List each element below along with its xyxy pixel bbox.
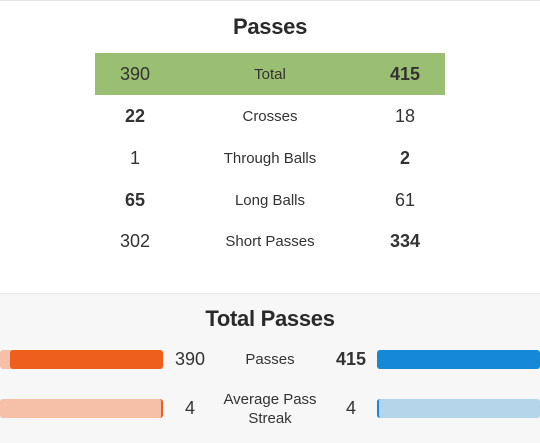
stat-label: Long Balls: [234, 191, 306, 209]
bar-label: Passes: [245, 351, 295, 368]
stat-row-long-balls: 65 Long Balls 61: [95, 179, 445, 221]
away-value: 2: [399, 147, 410, 168]
away-bar-fill: [377, 350, 540, 369]
home-value: 4: [184, 398, 195, 418]
home-bar-fill: [0, 399, 163, 418]
away-value: 4: [345, 398, 356, 418]
home-value: 302: [119, 230, 151, 251]
total-passes-title: Total Passes: [205, 306, 335, 331]
stat-row-total: 390 Total 415: [95, 53, 445, 95]
home-value: 22: [124, 105, 146, 126]
bar-row-average-pass-streak: 4 Average Pass Streak 4: [0, 390, 540, 430]
away-value: 61: [394, 189, 416, 210]
home-bar-track: [0, 350, 163, 369]
away-bar-track: [377, 399, 540, 418]
away-value: 415: [335, 349, 367, 369]
stat-label: Total: [254, 65, 286, 83]
away-bar-track: [377, 350, 540, 369]
passes-panel: Passes 390 Total 415 22 Crosses 18 1 Thr…: [0, 0, 540, 262]
stat-label: Through Balls: [223, 149, 317, 167]
away-value: 334: [389, 230, 421, 251]
home-bar-track: [0, 399, 163, 418]
home-value: 1: [129, 147, 140, 168]
home-value: 390: [119, 63, 151, 84]
stat-label: Crosses: [242, 107, 298, 125]
passes-title: Passes: [232, 14, 308, 39]
home-value: 390: [174, 349, 206, 369]
stat-row-crosses: 22 Crosses 18: [95, 95, 445, 137]
away-value: 415: [389, 63, 421, 84]
bar-row-passes: 390 Passes 415: [0, 348, 540, 388]
home-bar-fill: [10, 350, 163, 369]
home-value: 65: [124, 189, 146, 210]
stat-row-short-passes: 302 Short Passes 334: [95, 220, 445, 262]
total-passes-panel: Total Passes 390 Passes 415 4 Average Pa…: [0, 293, 540, 443]
away-value: 18: [394, 105, 416, 126]
stat-row-through-balls: 1 Through Balls 2: [95, 137, 445, 179]
bar-label: Average Pass Streak: [223, 391, 317, 427]
away-bar-fill: [377, 399, 540, 418]
stat-label: Short Passes: [225, 232, 315, 250]
